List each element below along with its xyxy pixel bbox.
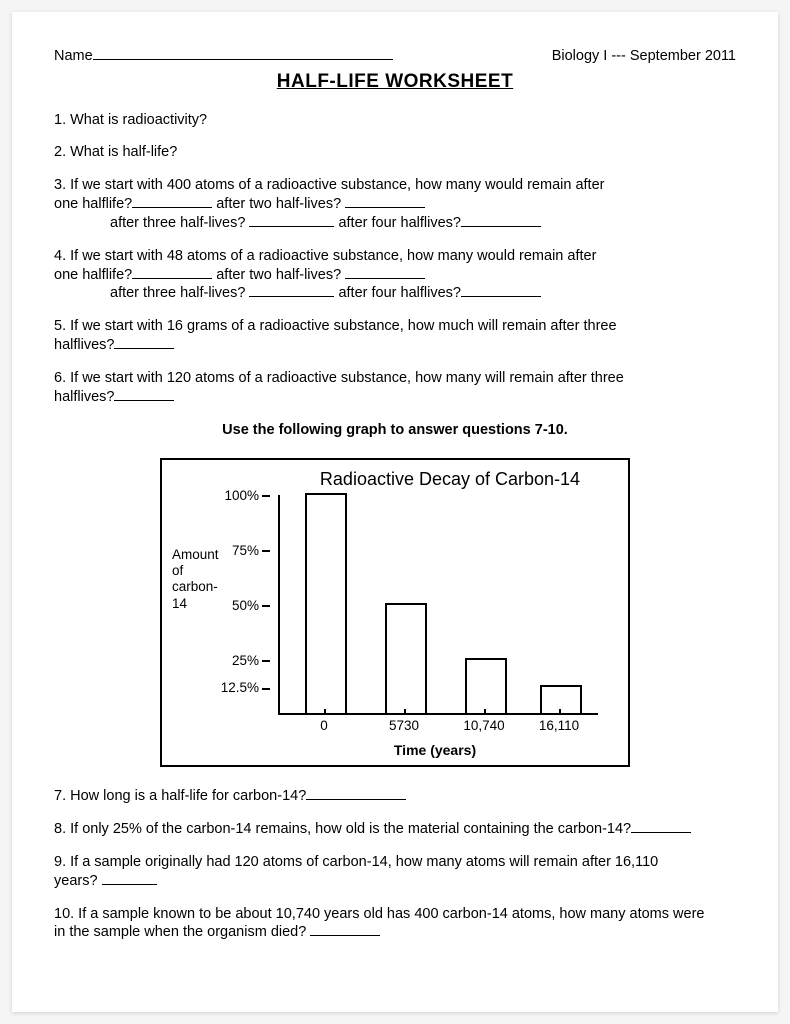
question-1: 1. What is radioactivity? [54, 111, 736, 130]
question-7: 7. How long is a half-life for carbon-14… [54, 787, 736, 806]
q3-indent: after three half-lives? after four halfl… [110, 215, 541, 231]
q5-line1: 5. If we start with 16 grams of a radioa… [54, 318, 617, 334]
q6-line1: 6. If we start with 120 atoms of a radio… [54, 370, 624, 386]
q8-text: 8. If only 25% of the carbon-14 remains,… [54, 821, 631, 837]
chart-ytick: 50% [232, 597, 270, 615]
chart-y-side: Amount of carbon- 14 100%75%50%25%12.5% [172, 495, 272, 715]
chart-bar [305, 493, 347, 713]
q5-line2: halflives? [54, 337, 114, 353]
chart-ytick: 12.5% [221, 679, 270, 697]
q9-blank[interactable] [102, 872, 157, 884]
chart-ytick: 25% [232, 652, 270, 670]
q3-line1: 3. If we start with 400 atoms of a radio… [54, 177, 604, 193]
ylabel-l2: carbon- [172, 579, 218, 594]
question-5: 5. If we start with 16 grams of a radioa… [54, 317, 736, 355]
header-row: Name Biology I --- September 2011 [54, 47, 736, 66]
question-8: 8. If only 25% of the carbon-14 remains,… [54, 820, 736, 839]
chart-bar [385, 603, 427, 713]
question-10: 10. If a sample known to be about 10,740… [54, 905, 736, 943]
worksheet-title: HALF-LIFE WORKSHEET [54, 70, 736, 95]
ylabel-l1: of [172, 563, 183, 578]
q4-indent: after three half-lives? after four halfl… [110, 285, 541, 301]
q8-blank[interactable] [631, 821, 691, 833]
q3-blank-2hl[interactable] [345, 196, 425, 208]
course-date: Biology I --- September 2011 [552, 47, 736, 66]
q3-3hl: after three half-lives? [110, 215, 249, 231]
chart-bar [465, 658, 507, 713]
graph-instruction: Use the following graph to answer questi… [54, 421, 736, 440]
q3-prefix-1hl: one halflife? [54, 196, 132, 212]
question-4: 4. If we start with 48 atoms of a radioa… [54, 247, 736, 304]
q4-2hl: after two half-lives? [212, 267, 345, 283]
question-9: 9. If a sample originally had 120 atoms … [54, 853, 736, 891]
chart-xtick: 0 [300, 717, 348, 735]
chart-x-ticks: 0 5730 10,740 16,110 [278, 715, 618, 741]
name-label-wrap: Name [54, 47, 393, 66]
q9-l1: 9. If a sample originally had 120 atoms … [54, 854, 658, 870]
chart-xtick: 5730 [380, 717, 428, 735]
chart-bar [540, 685, 582, 713]
chart-ytick: 100% [224, 487, 270, 505]
chart-box: Radioactive Decay of Carbon-14 Amount of… [160, 458, 630, 768]
chart-x-title: Time (years) [252, 741, 618, 759]
q3-blank-3hl[interactable] [249, 215, 334, 227]
chart-ytick: 75% [232, 542, 270, 560]
q9-l2: years? [54, 873, 102, 889]
q4-blank-4hl[interactable] [461, 285, 541, 297]
q3-blank-1hl[interactable] [132, 196, 212, 208]
ylabel-l0: Amount [172, 547, 219, 562]
q6-line2: halflives? [54, 389, 114, 405]
q4-blank-3hl[interactable] [249, 285, 334, 297]
q10-blank[interactable] [310, 924, 380, 936]
question-3: 3. If we start with 400 atoms of a radio… [54, 176, 736, 233]
q10-l1: 10. If a sample known to be about 10,740… [54, 906, 704, 922]
q7-text: 7. How long is a half-life for carbon-14… [54, 788, 306, 804]
q4-3hl: after three half-lives? [110, 285, 249, 301]
q4-4hl: after four halflives? [334, 285, 461, 301]
question-2: 2. What is half-life? [54, 143, 736, 162]
q4-prefix-1hl: one halflife? [54, 267, 132, 283]
q4-blank-1hl[interactable] [132, 266, 212, 278]
q10-l2: in the sample when the organism died? [54, 924, 310, 940]
q3-blank-4hl[interactable] [461, 215, 541, 227]
q4-line1: 4. If we start with 48 atoms of a radioa… [54, 248, 596, 264]
name-label: Name [54, 48, 93, 64]
chart-container: Radioactive Decay of Carbon-14 Amount of… [54, 458, 736, 768]
q6-blank[interactable] [114, 389, 174, 401]
q3-4hl: after four halflives? [334, 215, 461, 231]
worksheet-page: Name Biology I --- September 2011 HALF-L… [12, 12, 778, 1012]
chart-title: Radioactive Decay of Carbon-14 [282, 468, 618, 491]
q3-2hl: after two half-lives? [212, 196, 345, 212]
q7-blank[interactable] [306, 788, 406, 800]
chart-plot-area: Amount of carbon- 14 100%75%50%25%12.5% [172, 495, 618, 715]
ylabel-l3: 14 [172, 596, 187, 611]
chart-y-label: Amount of carbon- 14 [172, 547, 219, 612]
chart-xtick: 10,740 [460, 717, 508, 735]
chart-plot [278, 495, 598, 715]
q4-blank-2hl[interactable] [345, 266, 425, 278]
question-6: 6. If we start with 120 atoms of a radio… [54, 369, 736, 407]
chart-xtick: 16,110 [535, 717, 583, 735]
name-blank[interactable] [93, 47, 393, 60]
q5-blank[interactable] [114, 337, 174, 349]
